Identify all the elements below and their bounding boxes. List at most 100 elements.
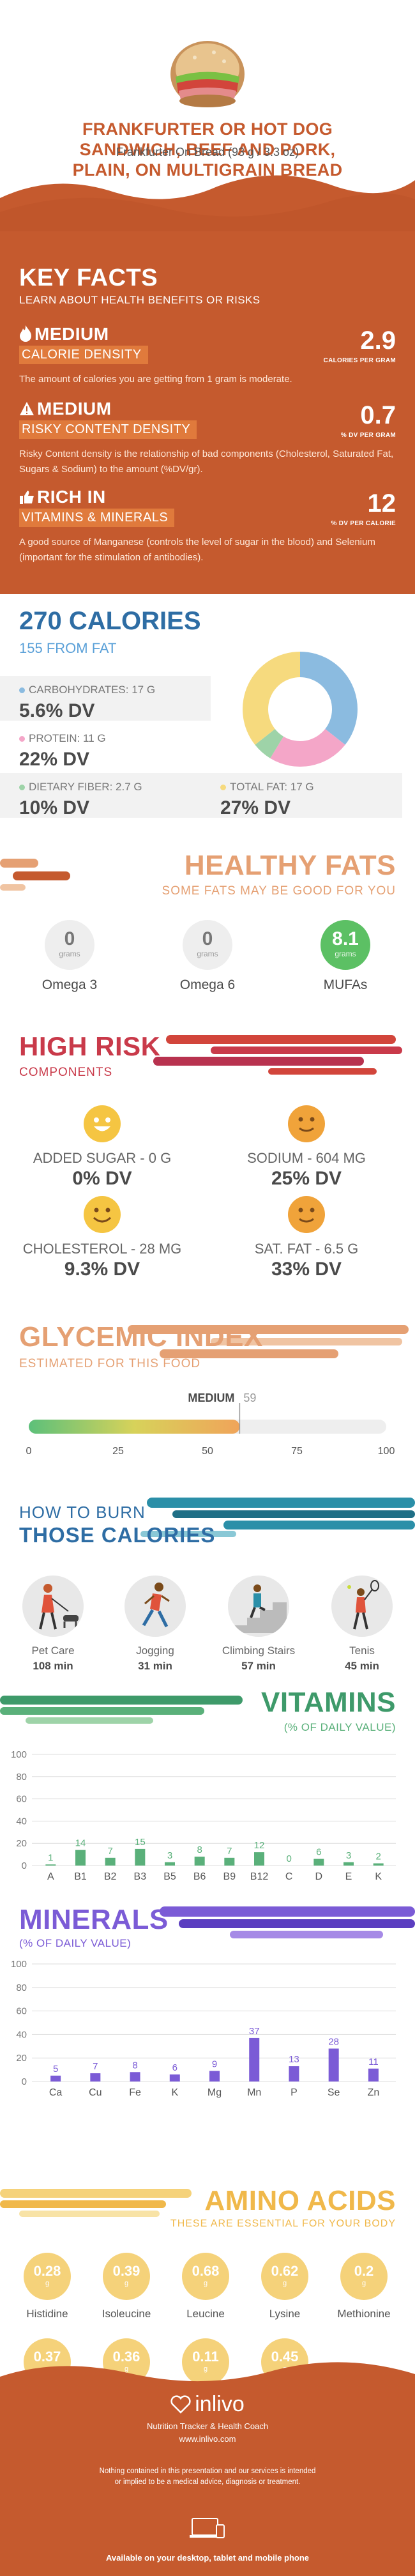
amino-acids-section: AMINO ACIDS THESE ARE ESSENTIAL FOR YOUR… <box>0 2185 415 2405</box>
minerals-section: MINERALS (% OF DAILY VALUE) 0 20 40 60 80 100… <box>0 1891 415 2147</box>
amino-name: Isoleucine <box>102 2308 151 2320</box>
fact-value: 12 <box>367 489 396 518</box>
bar-value-label: 7 <box>93 2061 98 2072</box>
bar-value-label: 3 <box>346 1850 351 1861</box>
macro-row-bg <box>211 773 402 818</box>
bar-Ca <box>50 2075 61 2082</box>
fact-label: VITAMINS & MINERALS <box>19 509 175 527</box>
fat-value-circle: 0 grams <box>183 920 232 970</box>
fact-value: 0.7 <box>360 401 396 429</box>
fact-calorie-density: MEDIUM CALORIE DENSITY 2.9 CALORIES PER … <box>19 324 396 387</box>
bar-value-label: 6 <box>316 1847 321 1858</box>
x-tick-label: B1 <box>74 1871 87 1882</box>
activity-name: Climbing Stairs <box>222 1644 296 1657</box>
activity-jogging: Jogging 31 min <box>107 1575 203 1673</box>
y-tick-label: 20 <box>16 2053 27 2064</box>
key-facts-background <box>0 175 415 594</box>
bar-value-label: 11 <box>368 2057 379 2067</box>
amino-value: 0.68 <box>192 2263 220 2279</box>
amino-acid-isoleucine: 0.39 g Isoleucine <box>88 2253 165 2320</box>
amino-value: 0.28 <box>33 2263 61 2279</box>
x-tick-label: K <box>375 1871 382 1882</box>
donut-slice-carbohydrates <box>300 652 358 745</box>
fact-description: Risky Content density is the relationshi… <box>19 448 394 475</box>
fat-value-circle: 0 grams <box>45 920 94 970</box>
tagline: Nutrition Tracker & Health Coach <box>146 2421 269 2431</box>
bar-value-label: 14 <box>75 1838 86 1849</box>
calories-section: 270 CALORIES 155 FROM FAT CARBOHYDRATES:… <box>0 607 415 837</box>
x-tick-label: Mn <box>247 2087 261 2098</box>
amino-unit: g <box>203 2280 208 2287</box>
website-link[interactable]: www.inlivo.com <box>179 2434 236 2444</box>
fact-description: A good source of Manganese (controls the… <box>19 537 375 563</box>
minerals-subtitle: (% OF DAILY VALUE) <box>19 1937 132 1949</box>
key-facts-subtitle: LEARN ABOUT HEALTH BENEFITS OR RISKS <box>19 294 260 306</box>
brand-logo[interactable]: inlivo <box>0 2392 415 2417</box>
bar-B5 <box>165 1862 175 1866</box>
gauge-tick-label: 50 <box>202 1446 213 1457</box>
amino-unit: g <box>282 2280 287 2287</box>
amino-name: Lysine <box>269 2308 301 2320</box>
amino-acid-histidine: 0.28 g Histidine <box>9 2253 86 2320</box>
bar-B2 <box>105 1857 116 1866</box>
amino-value-circle: 0.2 g <box>340 2253 388 2300</box>
vitamins-stripes <box>0 1696 243 1724</box>
macro-label: TOTAL FAT: 17 g <box>230 781 314 793</box>
legend-dot <box>19 736 25 742</box>
risk-label: ADDED SUGAR - 0 g <box>33 1150 172 1166</box>
amino-value: 0.62 <box>271 2263 299 2279</box>
y-tick-label: 20 <box>16 1838 27 1849</box>
risk-label: CHOLESTEROL - 28 mg <box>22 1241 182 1257</box>
fat-mufas: 8.1 grams MUFAs <box>298 920 393 993</box>
high-risk-subtitle: COMPONENTS <box>19 1066 113 1079</box>
legend-dot <box>19 785 25 791</box>
macro-dv: 10% DV <box>19 797 90 818</box>
y-tick-label: 60 <box>16 1794 27 1805</box>
footer-background <box>0 2362 415 2576</box>
devices-icon <box>190 2518 225 2538</box>
x-tick-label: Se <box>328 2087 340 2098</box>
key-facts-section: KEY FACTS LEARN ABOUT HEALTH BENEFITS OR… <box>0 167 415 594</box>
x-tick-label: B6 <box>193 1871 206 1882</box>
gauge-tick-label: 0 <box>26 1446 32 1457</box>
y-tick-label: 40 <box>16 2029 27 2040</box>
amino-unit: g <box>45 2280 50 2287</box>
header: FRANKFURTER OR HOT DOG SANDWICH, BEEF AN… <box>0 0 415 192</box>
flame-icon <box>19 325 32 342</box>
glycemic-index-section: GLYCEMIC INDEX ESTIMATED FOR THIS FOOD M… <box>0 1316 415 1482</box>
vitamins-title: VITAMINS <box>261 1687 396 1718</box>
amino-value-circle: 0.11 g <box>182 2338 229 2386</box>
warning-icon <box>19 401 34 417</box>
tennis-icon <box>331 1575 393 1637</box>
x-tick-label: Fe <box>129 2087 141 2098</box>
donut-slice-protein <box>270 728 345 767</box>
pet-care-icon <box>22 1575 84 1637</box>
y-tick-label: 0 <box>22 1860 27 1871</box>
burn-calories-section: HOW TO BURN THOSE CALORIES Pet Care 108 … <box>0 1495 415 1706</box>
macro-dv: 5.6% DV <box>19 700 95 721</box>
bar-E <box>343 1862 354 1866</box>
footer: inlivo Nutrition Tracker & Health Coach … <box>0 2358 415 2576</box>
bar-value-label: 7 <box>107 1846 112 1857</box>
fat-name: MUFAs <box>323 977 368 992</box>
fat-omega-6: 0 grams Omega 6 <box>160 920 255 993</box>
fact-vitamins-minerals: RICH IN VITAMINS & MINERALS 12 % DV PER … <box>19 487 396 565</box>
x-tick-label: B12 <box>250 1871 269 1882</box>
fact-label: CALORIE DENSITY <box>19 346 148 364</box>
risk-added-sugar: ADDED SUGAR - 0 g 0% DV <box>6 1105 198 1190</box>
macro-dv: 27% DV <box>220 797 291 818</box>
healthy-fats-title: HEALTHY FATS <box>184 850 396 881</box>
risk-dv: 0% DV <box>72 1168 132 1189</box>
bar-P <box>289 2066 299 2082</box>
fat-name: Omega 3 <box>42 977 98 992</box>
fact-risky-content: MEDIUM RISKY CONTENT DENSITY 0.7 % DV PE… <box>19 399 396 477</box>
macro-label: CARBOHYDRATES: 17 g <box>29 684 156 696</box>
risk-dv: 25% DV <box>271 1168 342 1189</box>
gauge-tick-label: 75 <box>291 1446 303 1457</box>
y-tick-label: 100 <box>11 1749 27 1760</box>
bar-value-label: 5 <box>53 2064 58 2074</box>
bar-Mg <box>209 2071 220 2082</box>
disclaimer: Nothing contained in this presentation a… <box>99 2467 316 2486</box>
amino-value: 0.37 <box>33 2349 61 2365</box>
amino-value: 0.36 <box>112 2349 140 2365</box>
